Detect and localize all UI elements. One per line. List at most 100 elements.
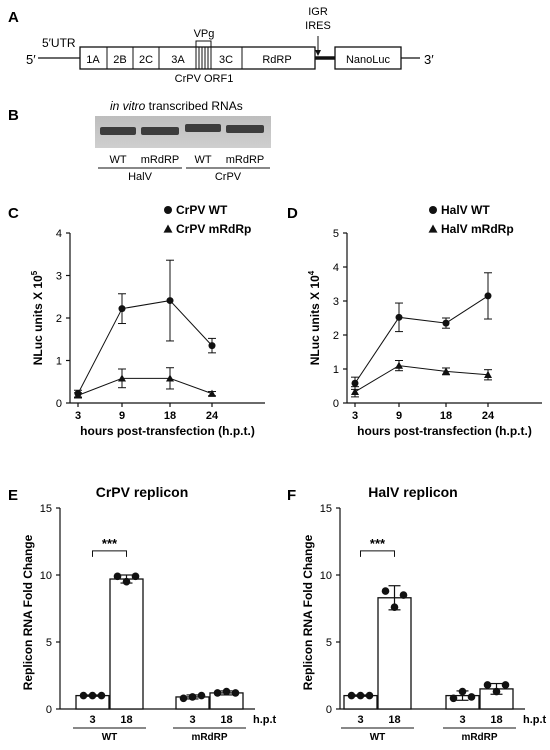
data-point xyxy=(74,391,82,399)
data-point xyxy=(442,319,450,327)
group-label-halv: HalV xyxy=(128,171,153,183)
group-label: WT xyxy=(102,732,118,743)
ires-label: IRES xyxy=(305,20,331,32)
y-tick-label: 5 xyxy=(333,228,339,240)
data-point xyxy=(442,367,450,375)
y-tick-label: 10 xyxy=(320,570,332,582)
data-point xyxy=(395,313,403,321)
y-tick-label: 4 xyxy=(56,228,62,240)
replicate-point xyxy=(492,687,501,696)
data-point xyxy=(208,342,216,350)
legend-marker xyxy=(428,224,438,233)
y-tick-label: 0 xyxy=(56,398,62,410)
group-label: mRdRP xyxy=(461,732,497,743)
replicate-point xyxy=(122,577,131,586)
x-unit-label: h.p.t xyxy=(523,714,547,726)
gel-title-italic: in vitro xyxy=(110,99,146,113)
legend-label: CrPV WT xyxy=(176,203,228,217)
data-point xyxy=(166,374,174,382)
data-point xyxy=(351,387,359,395)
y-axis-label-exponent: 4 xyxy=(307,270,316,275)
y-tick-label: 1 xyxy=(333,364,339,376)
legend-marker xyxy=(163,224,173,233)
y-tick-label: 0 xyxy=(46,704,52,716)
y-axis-label-text: NLuc units X 10 xyxy=(31,275,45,365)
replicate-point xyxy=(449,694,458,703)
legend-marker xyxy=(164,206,172,214)
replicate-point xyxy=(399,591,408,599)
replicate-point xyxy=(483,681,492,689)
y-axis-label: Replicon RNA Fold Change xyxy=(301,534,315,690)
group-label: mRdRP xyxy=(191,732,227,743)
significance-bracket xyxy=(92,550,127,557)
panel-c: C 0 1 2 3 4 3 9 18 24 hours post-transfection (h.p… xyxy=(8,203,265,438)
replicate-point xyxy=(347,691,356,700)
panel-e: E 0 5 10 15 CrPV replicon Replicon RNA Fold Ch… xyxy=(8,484,277,743)
x-tick-label: 18 xyxy=(164,410,176,422)
y-axis-label: NLuc units X 105 xyxy=(30,270,45,365)
lane-label: WT xyxy=(194,154,211,166)
x-tick-label: 18 xyxy=(388,714,400,726)
group-label-crpv: CrPV xyxy=(215,171,242,183)
vpg-bracket xyxy=(195,40,212,47)
x-tick-label: 9 xyxy=(119,410,125,422)
legend-label: HalV mRdRp xyxy=(441,222,514,236)
five-prime-label: 5′ xyxy=(26,52,36,67)
y-tick-label: 10 xyxy=(40,570,52,582)
gel-title: in vitro transcribed RNAs xyxy=(110,99,243,113)
y-tick-label: 15 xyxy=(320,503,332,515)
series-line xyxy=(77,377,213,396)
replicate-point xyxy=(188,693,197,701)
panel-b: B in vitro transcribed RNAs WT mRdRP WT … xyxy=(8,99,271,183)
series-line xyxy=(354,295,489,384)
x-axis-label: hours post-transfection (h.p.t.) xyxy=(357,424,532,438)
x-tick-label: 3 xyxy=(459,714,465,726)
y-tick-label: 2 xyxy=(333,330,339,342)
gene-rdrp-label: RdRP xyxy=(262,54,291,66)
y-tick-label: 2 xyxy=(56,313,62,325)
y-axis-label: NLuc units X 104 xyxy=(307,270,322,365)
x-tick-label: 3 xyxy=(352,410,358,422)
y-tick-label: 4 xyxy=(333,262,339,274)
y-tick-label: 0 xyxy=(326,704,332,716)
panel-a: A 5′UTR 5′ 3′ 1A 2B 2C 3A 3C RdRP VPg Cr… xyxy=(8,6,434,85)
gene-3c-label: 3C xyxy=(219,54,233,66)
nanoluc-label: NanoLuc xyxy=(346,54,391,66)
replicate-point xyxy=(231,689,240,697)
data-point xyxy=(208,389,216,397)
x-tick-label: 9 xyxy=(396,410,402,422)
panel-a-letter: A xyxy=(8,9,19,26)
x-tick-label: 18 xyxy=(440,410,452,422)
lane-label: mRdRP xyxy=(141,154,180,166)
data-point xyxy=(484,370,492,378)
panel-b-letter: B xyxy=(8,107,19,124)
series-line xyxy=(354,365,489,393)
replicate-point xyxy=(79,691,88,700)
bar xyxy=(109,578,144,710)
x-tick-label: 24 xyxy=(206,410,219,422)
lane-label: WT xyxy=(109,154,126,166)
replicate-point xyxy=(131,572,140,581)
replicate-point xyxy=(501,681,510,689)
y-tick-label: 5 xyxy=(46,637,52,649)
lane-label: mRdRP xyxy=(226,154,265,166)
panel-letter: E xyxy=(8,487,18,504)
replicate-point xyxy=(213,689,222,697)
x-axis-label: hours post-transfection (h.p.t.) xyxy=(80,424,255,438)
x-tick-label: 24 xyxy=(482,410,495,422)
legend-label: HalV WT xyxy=(441,203,490,217)
x-tick-label: 18 xyxy=(120,714,132,726)
y-tick-label: 15 xyxy=(40,503,52,515)
replicate-point xyxy=(381,587,390,595)
vpg-label: VPg xyxy=(194,28,215,40)
data-point xyxy=(118,374,126,382)
y-axis-label: Replicon RNA Fold Change xyxy=(21,534,35,690)
chart-title: HalV replicon xyxy=(368,484,457,500)
replicate-point xyxy=(88,691,97,700)
panel-letter: F xyxy=(287,487,296,504)
x-tick-label: 3 xyxy=(357,714,363,726)
replicate-point xyxy=(458,687,467,696)
replicate-point xyxy=(390,603,399,611)
